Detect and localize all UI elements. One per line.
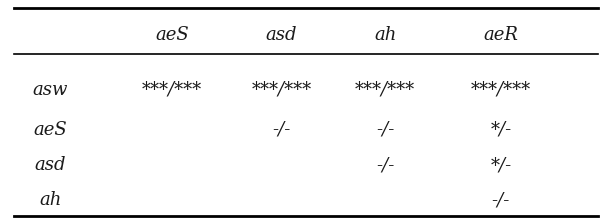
Text: asd: asd (34, 156, 66, 174)
Text: ***/***: ***/*** (142, 81, 202, 99)
Text: ah: ah (39, 192, 61, 209)
Text: asw: asw (32, 81, 68, 99)
Text: aeR: aeR (483, 26, 518, 44)
Text: aeS: aeS (155, 26, 189, 44)
Text: ah: ah (374, 26, 397, 44)
Text: aeS: aeS (33, 121, 67, 139)
Text: -/-: -/- (376, 121, 394, 139)
Text: -/-: -/- (376, 156, 394, 174)
Text: */-: */- (490, 121, 512, 139)
Text: */-: */- (490, 156, 512, 174)
Text: ***/***: ***/*** (252, 81, 312, 99)
Text: -/-: -/- (492, 192, 510, 209)
Text: ***/***: ***/*** (355, 81, 416, 99)
Text: -/-: -/- (272, 121, 291, 139)
Text: asd: asd (266, 26, 297, 44)
Text: ***/***: ***/*** (471, 81, 531, 99)
